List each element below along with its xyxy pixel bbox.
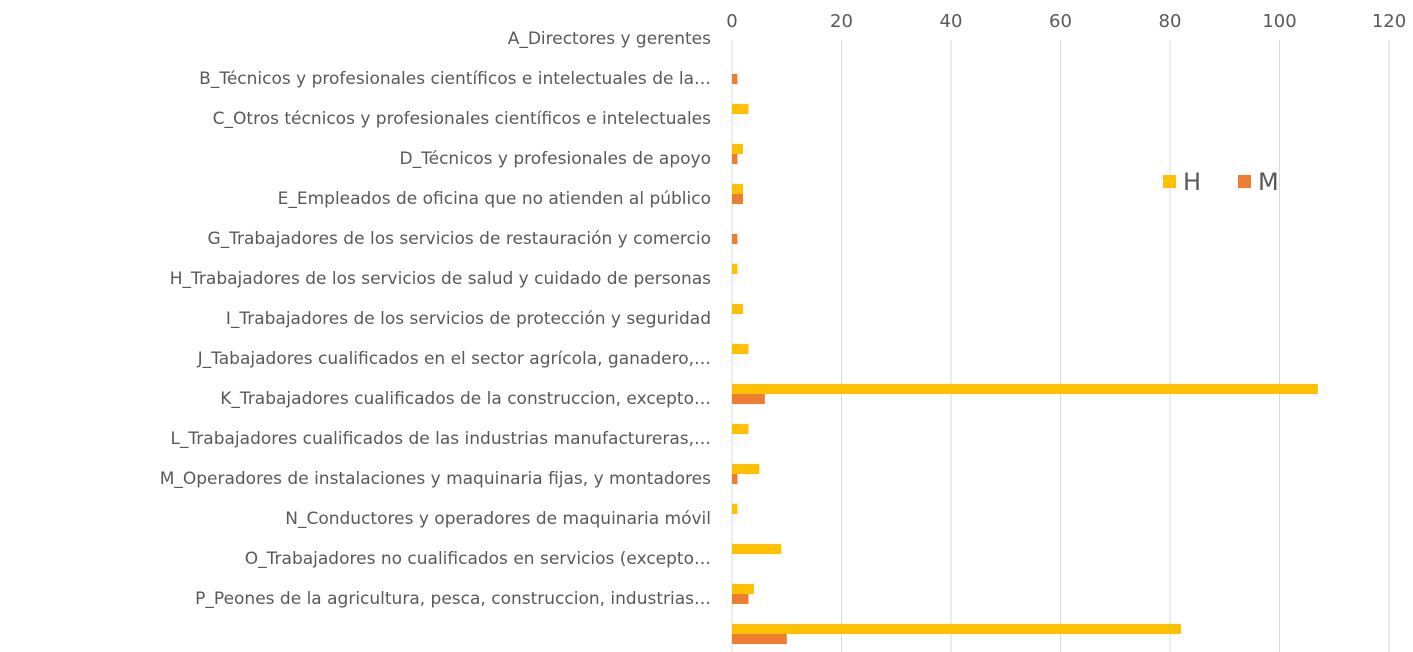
y-tick-label: D_Técnicos y profesionales de apoyo	[400, 149, 711, 169]
x-tick-label: 20	[830, 11, 853, 32]
y-tick-label: P_Peones de la agricultura, pesca, const…	[195, 589, 711, 609]
y-tick-label: H_Trabajadores de los servicios de salud…	[170, 269, 711, 289]
bar	[732, 264, 738, 274]
bar	[732, 154, 738, 164]
bar	[732, 394, 765, 404]
bar	[732, 584, 754, 594]
bar	[732, 504, 738, 514]
x-tick-label: 60	[1049, 11, 1072, 32]
bar	[732, 464, 760, 474]
bar	[732, 594, 749, 604]
legend-swatch	[1163, 175, 1176, 188]
bar	[732, 634, 787, 644]
legend-label: H	[1183, 168, 1201, 196]
bar	[732, 74, 738, 84]
bar	[732, 624, 1181, 634]
bar	[732, 144, 743, 154]
bar	[732, 104, 749, 114]
y-tick-label: N_Conductores y operadores de maquinaria…	[285, 509, 711, 529]
y-tick-label: K_Trabajadores cualificados de la constr…	[220, 389, 711, 409]
legend-label: M	[1258, 168, 1279, 196]
x-tick-label: 100	[1262, 11, 1296, 32]
y-tick-label: O_Trabajadores no cualificados en servic…	[245, 549, 711, 569]
y-tick-label: A_Directores y gerentes	[508, 29, 711, 49]
y-tick-label: C_Otros técnicos y profesionales científ…	[213, 109, 711, 129]
x-tick-label: 0	[726, 11, 737, 32]
x-tick-label: 80	[1159, 11, 1182, 32]
legend-swatch	[1238, 175, 1251, 188]
bar	[732, 344, 749, 354]
bar	[732, 304, 743, 314]
y-tick-label: G_Trabajadores de los servicios de resta…	[207, 229, 711, 249]
bar	[732, 544, 782, 554]
bar	[732, 184, 743, 194]
bar	[732, 194, 743, 204]
y-tick-label: J_Tabajadores cualificados en el sector …	[197, 349, 711, 369]
bar	[732, 234, 738, 244]
bar	[732, 424, 749, 434]
y-tick-label: L_Trabajadores cualificados de las indus…	[170, 429, 711, 449]
y-tick-label: M_Operadores de instalaciones y maquinar…	[160, 469, 711, 489]
x-tick-label: 120	[1372, 11, 1406, 32]
bar	[732, 474, 738, 484]
y-tick-label: E_Empleados de oficina que no atienden a…	[278, 189, 711, 209]
bar	[732, 384, 1318, 394]
y-tick-label: I_Trabajadores de los servicios de prote…	[226, 309, 711, 329]
y-tick-label: B_Técnicos y profesionales científicos e…	[199, 69, 711, 89]
x-tick-label: 40	[940, 11, 963, 32]
